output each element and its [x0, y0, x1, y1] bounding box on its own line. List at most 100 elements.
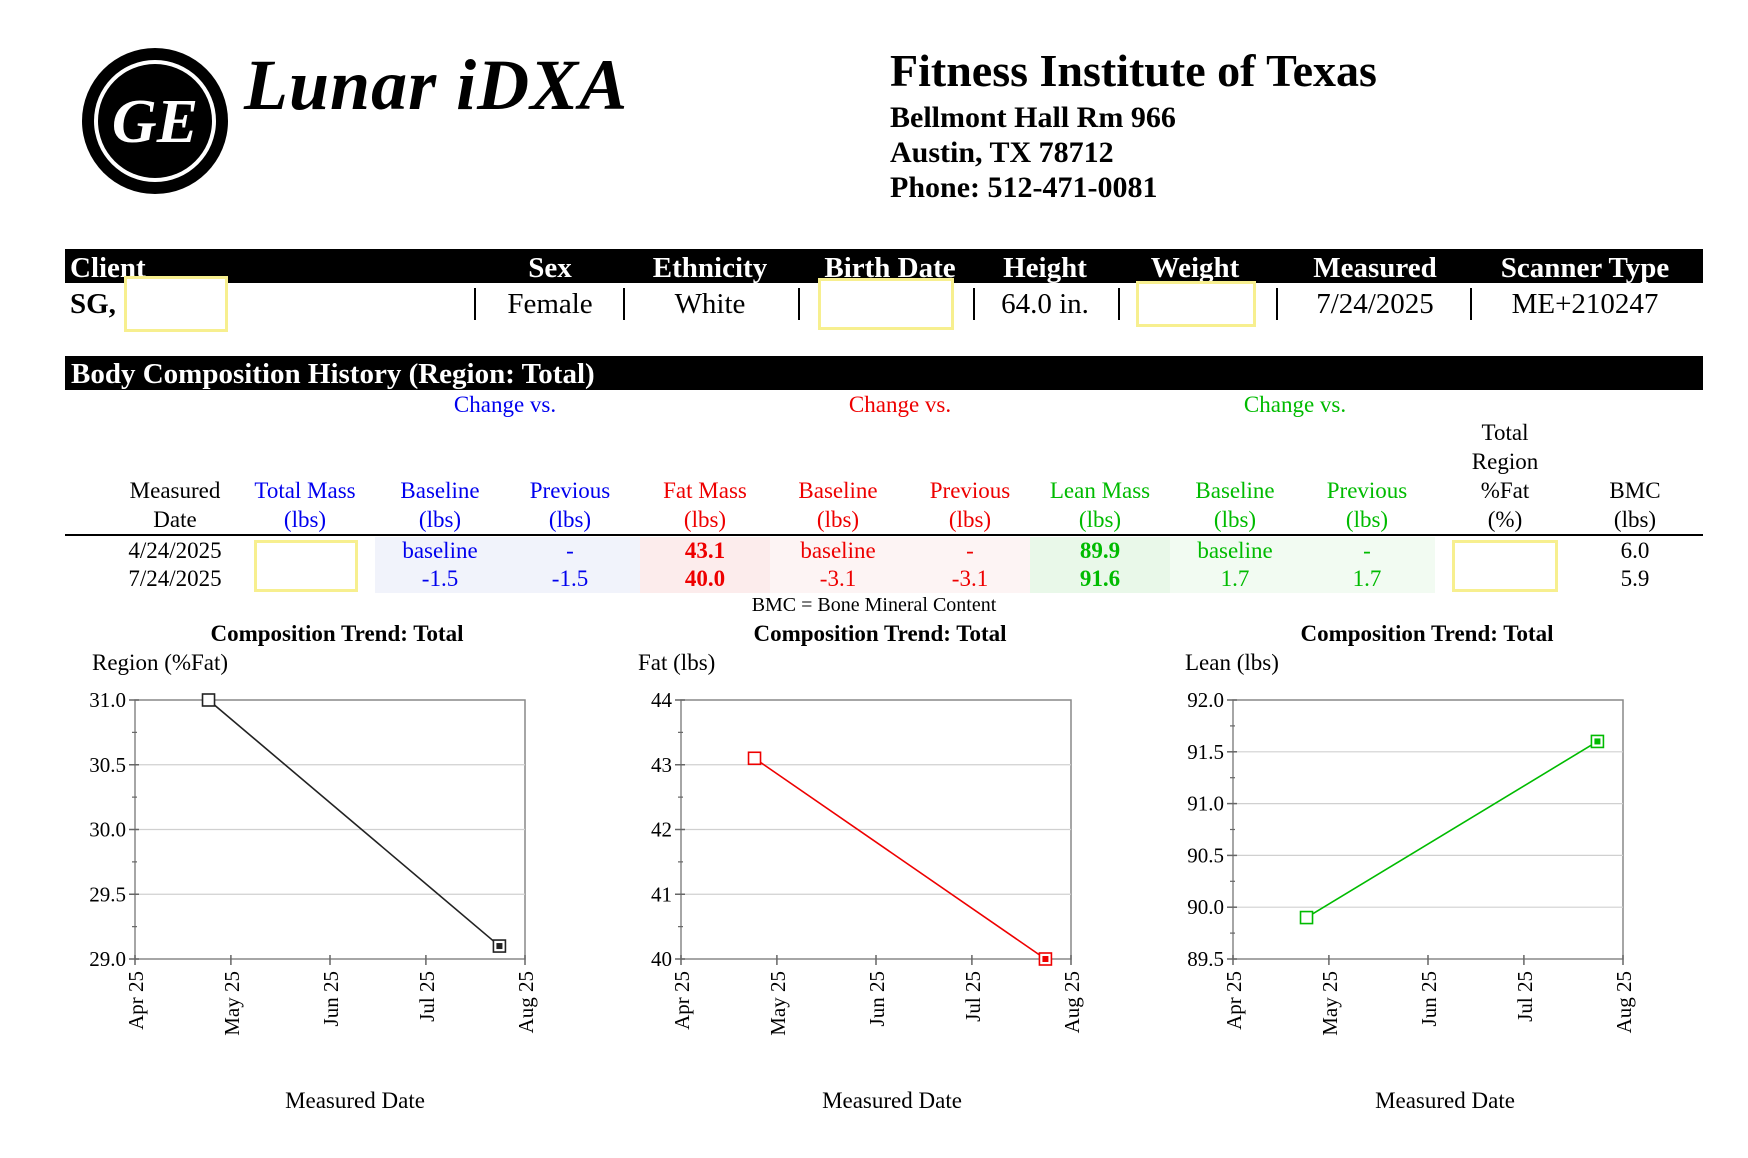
scanner-type-value: ME+210247 [1511, 288, 1659, 320]
y-tick-label: 41 [651, 882, 672, 906]
client-name-redaction [124, 276, 228, 332]
scanner-type-label: Scanner Type [1500, 252, 1670, 284]
address-line-1: Bellmont Hall Rm 966 [890, 101, 1176, 134]
measured-date-cell: 4/24/2025 [128, 538, 222, 563]
y-tick-label: 44 [651, 688, 673, 712]
total-baseline-cell: baseline [402, 538, 478, 563]
institution-name: Fitness Institute of Texas [890, 45, 1377, 96]
y-tick-label: 29.5 [89, 882, 126, 906]
y-tick-label: 29.0 [89, 947, 126, 971]
series-line [1306, 740, 1598, 919]
chart-2-ylabel: Fat (lbs) [638, 650, 716, 675]
column-divider [474, 288, 476, 320]
chart-2-xlabel: Measured Date [822, 1088, 962, 1113]
series-line [754, 757, 1046, 960]
x-tick-label: Jul 25 [1513, 971, 1537, 1022]
column-divider [1276, 288, 1278, 320]
data-point [201, 693, 216, 707]
column-divider [623, 288, 625, 320]
lean-previous-cell: 1.7 [1352, 566, 1382, 591]
col-total-previous: Previous (lbs) [529, 478, 611, 532]
col-total-mass: Total Mass (lbs) [254, 478, 356, 532]
history-title-band: Body Composition History (Region: Total) [65, 356, 1703, 390]
fat-change-group-label: Change vs. [848, 392, 952, 417]
fat-previous-cell: -3.1 [951, 566, 989, 591]
column-divider [1470, 288, 1472, 320]
col-lean-mass: Lean Mass (lbs) [1049, 478, 1151, 532]
svg-text:GE: GE [112, 88, 198, 156]
bmc-cell: 6.0 [1620, 538, 1650, 563]
lean-change-tint [1170, 537, 1435, 593]
col-lean-baseline: Baseline (lbs) [1195, 478, 1275, 532]
fat-baseline-cell: -3.1 [819, 566, 857, 591]
chart-1-title: Composition Trend: Total [210, 621, 464, 646]
sex-label: Sex [528, 252, 572, 284]
lean-mass-trend-chart: 89.5 90.0 90.5 91.0 91.5 92.0 Apr 25 May 25 Jun … [1187, 688, 1636, 1036]
plot-frame [1232, 699, 1624, 960]
col-total-baseline: Baseline (lbs) [400, 478, 480, 532]
y-tick-label: 30.5 [89, 753, 126, 777]
sex-value: Female [507, 288, 593, 320]
column-divider [1118, 288, 1120, 320]
y-tick-label: 89.5 [1187, 947, 1224, 971]
client-name: SG, [70, 288, 116, 320]
weight-label: Weight [1150, 252, 1240, 284]
data-point [1299, 910, 1314, 925]
col-fat-baseline: Baseline (lbs) [798, 478, 878, 532]
x-tick-label: Aug 25 [1612, 971, 1636, 1033]
col-lean-previous: Previous (lbs) [1326, 478, 1408, 532]
x-tick-label: May 25 [766, 971, 790, 1036]
y-tick-label: 40 [651, 947, 672, 971]
x-tick-label: May 25 [1318, 971, 1342, 1036]
chart-2-title: Composition Trend: Total [753, 621, 1007, 646]
fat-mass-tint [640, 537, 770, 593]
col-bmc: BMC (lbs) [1609, 478, 1661, 532]
height-label: Height [1003, 252, 1087, 284]
col-fat-previous: Previous (lbs) [929, 478, 1011, 532]
y-tick-label: 30.0 [89, 818, 126, 842]
chart-1-ylabel: Region (%Fat) [92, 650, 229, 675]
column-divider [973, 288, 975, 320]
fat-mass-trend-chart: 40 41 42 43 44 Apr 25 May 25 Jun 25 Jul 25 Aug 25 [651, 688, 1084, 1036]
total-change-tint [375, 537, 640, 593]
chart-3-title: Composition Trend: Total [1300, 621, 1554, 646]
lean-previous-cell: - [1363, 538, 1371, 563]
x-tick-label: Aug 25 [514, 971, 538, 1033]
measured-date-cell: 7/24/2025 [128, 566, 222, 591]
lean-change-group-label: Change vs. [1243, 392, 1347, 417]
x-tick-label: Jun 25 [319, 971, 343, 1026]
total-change-group-label: Change vs. [453, 392, 557, 417]
data-point-fill [496, 943, 503, 950]
fat-mass-cell: 40.0 [684, 566, 726, 591]
product-title: Lunar iDXA [244, 45, 629, 125]
series-line [208, 699, 500, 947]
height-value: 64.0 in. [1001, 288, 1089, 320]
ethnicity-label: Ethnicity [652, 252, 768, 284]
lean-mass-cell: 89.9 [1079, 538, 1121, 563]
y-tick-label: 92.0 [1187, 688, 1224, 712]
x-tick-label: Jul 25 [961, 971, 985, 1022]
col-fat-mass: Fat Mass (lbs) [663, 478, 747, 532]
x-tick-label: Jul 25 [415, 971, 439, 1022]
lean-mass-cell: 91.6 [1079, 566, 1121, 591]
measured-value: 7/24/2025 [1316, 288, 1434, 320]
total-previous-cell: - [566, 538, 574, 563]
total-mass-redaction [254, 540, 358, 592]
y-tick-label: 31.0 [89, 688, 126, 712]
col-region-fat: Total Region %Fat (%) [1471, 420, 1539, 532]
x-tick-label: Aug 25 [1060, 971, 1084, 1033]
measured-label: Measured [1313, 252, 1437, 284]
column-divider [798, 288, 800, 320]
history-title: Body Composition History (Region: Total) [71, 358, 595, 390]
institution-block: Fitness Institute of Texas Bellmont Hall… [890, 42, 1377, 205]
x-tick-label: Apr 25 [124, 971, 148, 1030]
lean-baseline-cell: baseline [1197, 538, 1273, 563]
fat-percent-trend-chart: 29.0 29.5 30.0 30.5 31.0 Apr 25 May 25 Jun 25 Ju… [89, 688, 538, 1036]
ge-logo: GE [82, 48, 228, 194]
chart-1-xlabel: Measured Date [285, 1088, 425, 1113]
y-tick-label: 91.5 [1187, 740, 1224, 764]
address-line-2: Austin, TX 78712 [890, 136, 1114, 169]
col-measured-date: Measured Date [129, 478, 221, 532]
bmc-cell: 5.9 [1620, 566, 1650, 591]
fat-previous-cell: - [966, 538, 974, 563]
